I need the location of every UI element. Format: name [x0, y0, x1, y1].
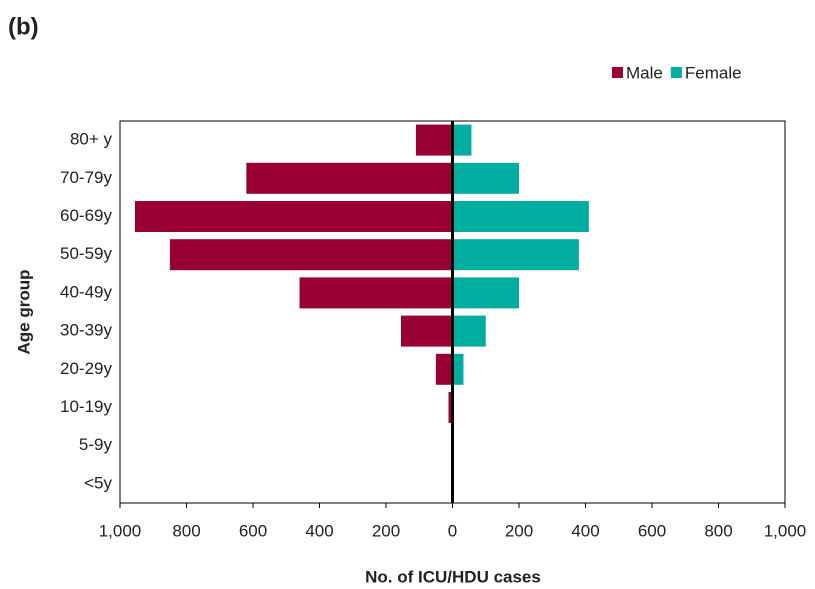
bar	[415, 124, 453, 156]
y-tick-label: <5y	[84, 473, 112, 492]
y-tick-label: 80+ y	[70, 130, 113, 149]
legend-swatch	[670, 67, 682, 78]
x-tick-label: 600	[239, 521, 267, 540]
bar	[169, 239, 453, 271]
y-axis-label: Age group	[14, 270, 33, 355]
legend-label: Male	[626, 63, 663, 82]
bar	[452, 162, 519, 194]
y-tick-label: 50-59y	[60, 244, 112, 263]
bar	[452, 201, 589, 232]
bar	[452, 239, 579, 271]
x-tick-label: 1,000	[99, 521, 142, 540]
y-tick-label: 20-29y	[60, 359, 112, 378]
legend-label: Female	[685, 63, 742, 82]
bar	[452, 353, 464, 385]
bar	[400, 315, 453, 347]
x-axis-label: No. of ICU/HDU cases	[365, 567, 541, 586]
legend-swatch	[612, 67, 623, 78]
bar	[452, 124, 472, 156]
x-tick-label: 800	[704, 521, 732, 540]
y-tick-label: 70-79y	[60, 168, 112, 187]
panel-label: (b)	[8, 13, 39, 40]
y-tick-label: 60-69y	[60, 206, 112, 225]
y-tick-label: 30-39y	[60, 321, 112, 340]
bar	[452, 277, 519, 309]
x-tick-label: 200	[505, 521, 533, 540]
y-tick-label: 40-49y	[60, 282, 112, 301]
x-tick-label: 400	[571, 521, 599, 540]
x-tick-label: 0	[448, 521, 457, 540]
y-tick-label: 5-9y	[79, 435, 113, 454]
bar	[448, 392, 453, 423]
y-tick-label: 10-19y	[60, 397, 112, 416]
bar	[452, 315, 486, 347]
x-tick-label: 600	[638, 521, 666, 540]
x-tick-label: 800	[172, 521, 200, 540]
x-tick-label: 1,000	[764, 521, 807, 540]
bar	[435, 353, 453, 385]
x-tick-label: 400	[305, 521, 333, 540]
bar	[246, 162, 453, 194]
x-tick-label: 200	[372, 521, 400, 540]
bar	[299, 277, 453, 309]
bar	[134, 201, 453, 232]
